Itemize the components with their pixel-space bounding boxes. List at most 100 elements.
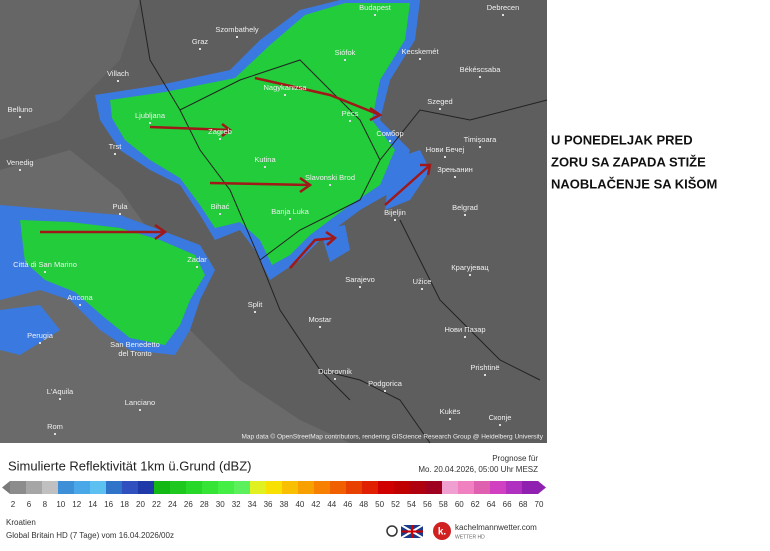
colorbar-segment (378, 481, 395, 494)
colorbar-segment (410, 481, 427, 494)
city-dot (289, 218, 291, 220)
city-dot (219, 138, 221, 140)
tick-label: 70 (535, 500, 544, 509)
city-label: Belluno (7, 105, 32, 114)
city-dot (479, 76, 481, 78)
search-icon[interactable] (386, 525, 398, 537)
city-dot (264, 166, 266, 168)
city-dot (319, 326, 321, 328)
tick-label: 60 (455, 500, 464, 509)
colorbar-segment (234, 481, 251, 494)
colorbar-segment (298, 481, 315, 494)
flag-cross (401, 525, 423, 538)
brand-sub: WETTER HD (455, 534, 485, 540)
city-dot (19, 169, 21, 171)
city-label: Città di San Marino (13, 260, 77, 269)
city-dot (464, 336, 466, 338)
tick-label: 16 (104, 500, 113, 509)
city-label: Debrecen (487, 3, 520, 12)
city-label: Slavonski Brod (305, 173, 355, 182)
tick-label: 24 (168, 500, 177, 509)
legend: Simulierte Reflektivität 1km ü.Grund (dB… (2, 454, 546, 509)
tick-label: 28 (200, 500, 209, 509)
city-labels: Budapest Debrecen Szombathely Graz Siófok Kec… (6, 3, 519, 435)
colorbar-segment (314, 481, 331, 494)
tick-label: 38 (280, 500, 289, 509)
tick-label: 26 (184, 500, 193, 509)
tick-label: 62 (471, 500, 480, 509)
tick-label: 64 (487, 500, 496, 509)
tick-label: 36 (264, 500, 273, 509)
city-label: Kutina (254, 155, 276, 164)
colorbar-segment (74, 481, 91, 494)
colorbar-segment (122, 481, 139, 494)
city-dot (449, 418, 451, 420)
colorbar-segment (106, 481, 123, 494)
colorbar-segment (346, 481, 363, 494)
city-dot (394, 219, 396, 221)
tick-label: 68 (519, 500, 528, 509)
colorbar (2, 481, 546, 494)
legend-title: Simulierte Reflektivität 1km ü.Grund (dB… (8, 458, 251, 473)
tick-label: 34 (248, 500, 257, 509)
city-dot (464, 214, 466, 216)
city-label: Mostar (309, 315, 332, 324)
city-dot (117, 80, 119, 82)
city-label: Villach (107, 69, 129, 78)
tick-label: 22 (152, 500, 161, 509)
city-dot (349, 120, 351, 122)
city-dot (199, 48, 201, 50)
city-label: Bijeljin (384, 208, 406, 217)
tick-label: 46 (343, 500, 352, 509)
brand-logo (433, 522, 451, 540)
city-label: Timișoara (464, 135, 497, 144)
city-dot (254, 311, 256, 313)
city-dot (44, 271, 46, 273)
city-label: Banja Luka (271, 207, 309, 216)
city-dot (59, 398, 61, 400)
city-label: Lanciano (125, 398, 155, 407)
colorbar-segment (474, 481, 491, 494)
land (0, 0, 140, 140)
city-dot (149, 122, 151, 124)
city-dot (469, 274, 471, 276)
city-label: Belgrad (452, 203, 478, 212)
colorbar-end (2, 481, 10, 494)
city-dot (284, 94, 286, 96)
city-label: Békéscsaba (460, 65, 502, 74)
city-dot (439, 108, 441, 110)
city-label: Split (248, 300, 264, 309)
precip (20, 220, 205, 345)
city-label: Сомбор (376, 129, 403, 138)
city-dot (139, 409, 141, 411)
city-label: Szombathely (215, 25, 259, 34)
annotation-line: NAOBLAČENJE SA KIŠOM (551, 176, 717, 191)
forecast-time: Mo. 20.04.2026, 05:00 Uhr MESZ (418, 465, 538, 474)
city-label: Venedig (6, 158, 33, 167)
colorbar-segment (458, 481, 475, 494)
tick-label: 30 (216, 500, 225, 509)
tick-label: 52 (391, 500, 400, 509)
city-dot (334, 378, 336, 380)
colorbar-segment (186, 481, 203, 494)
tick-label: 56 (423, 500, 432, 509)
city-dot (114, 153, 116, 155)
colorbar-segment (250, 481, 267, 494)
city-dot (39, 342, 41, 344)
city-dot (444, 156, 446, 158)
tick-label: 54 (407, 500, 416, 509)
city-label: Zagreb (208, 127, 232, 136)
colorbar-segment (26, 481, 43, 494)
footer: Kroatien Global Britain HD (7 Tage) vom … (6, 518, 537, 540)
colorbar-segment (522, 481, 539, 494)
colorbar-segment (90, 481, 107, 494)
tick-label: 50 (375, 500, 384, 509)
city-dot (236, 36, 238, 38)
colorbar-segment (282, 481, 299, 494)
city-dot (484, 374, 486, 376)
tick-label: 44 (327, 500, 336, 509)
colorbar-segment (490, 481, 507, 494)
colorbar-segment (506, 481, 523, 494)
colorbar-segment (58, 481, 75, 494)
city-dot (419, 58, 421, 60)
